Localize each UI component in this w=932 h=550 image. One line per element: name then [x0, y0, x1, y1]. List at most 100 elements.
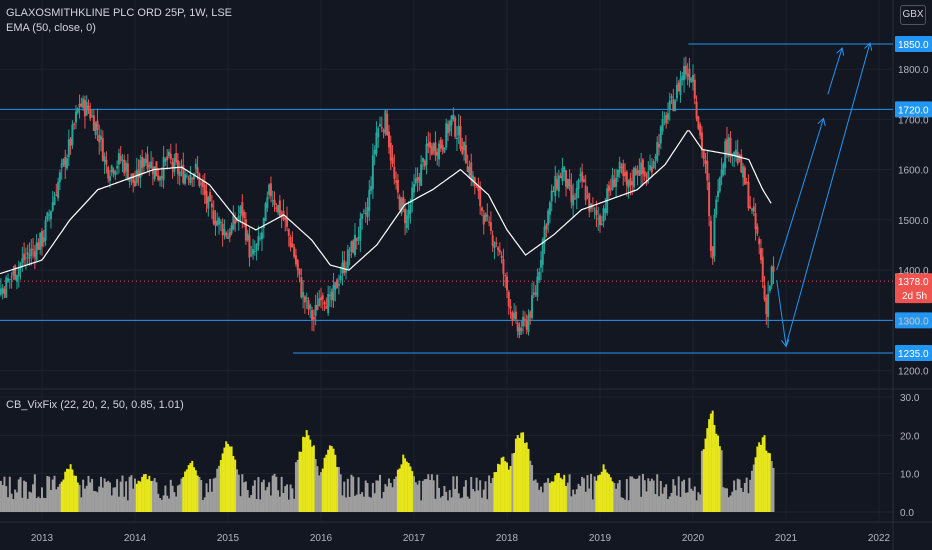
candle-body [536, 276, 539, 297]
candle-body [15, 275, 18, 282]
price-tick-label: 1600.0 [898, 166, 929, 177]
time-axis[interactable]: 2013 2014 2015 2016 2017 2018 2019 2020 2021 2022 [31, 533, 891, 544]
vixfix-bar [736, 478, 739, 512]
candle-body [652, 161, 655, 168]
candle-body [212, 210, 215, 224]
candle-body [638, 170, 641, 177]
candle-body [67, 139, 70, 158]
candle-body [117, 153, 120, 165]
vixfix-bar [593, 476, 596, 512]
candle-body [733, 151, 736, 156]
last-price-tag [895, 273, 932, 304]
vixfix-bar [400, 464, 403, 512]
candle-body [523, 318, 526, 321]
vixfix-bar [128, 476, 131, 512]
candle-body [681, 75, 684, 80]
candle-body [194, 163, 197, 170]
candle-body [148, 164, 151, 167]
candle-body [761, 256, 764, 282]
currency-badge[interactable]: GBX [900, 5, 926, 25]
vixfix-bar [473, 491, 476, 512]
candle-body [768, 285, 771, 291]
vixfix-bar [364, 480, 367, 512]
vixfix-bar [572, 489, 575, 512]
candle-body [302, 292, 305, 298]
vixfix-bar [21, 497, 24, 512]
vixfix-bar [767, 452, 770, 512]
candle-body [620, 166, 623, 168]
candle-body [100, 136, 103, 140]
vixfix-bar [66, 468, 69, 512]
vixfix-bar [271, 475, 274, 512]
vixfix-bar [101, 487, 104, 512]
candle-body [618, 161, 621, 173]
vixfix-bar [321, 468, 324, 512]
candle-body [48, 214, 51, 216]
vixfix-bar [758, 442, 761, 512]
ema-legend[interactable]: EMA (50, close, 0) [6, 22, 96, 34]
level-tag [895, 345, 932, 361]
vixfix-bar [303, 437, 306, 512]
vixfix-bar [718, 446, 721, 512]
vixfix-bar [8, 476, 11, 512]
candle-body [423, 160, 426, 167]
projection-arrow [776, 119, 824, 271]
vixfix-bar [244, 481, 247, 512]
vixfix-bar [484, 481, 487, 512]
candle-body [380, 127, 383, 129]
vixfix-bar [139, 481, 142, 512]
vixfix-bar [78, 485, 81, 512]
candle-body [699, 124, 702, 136]
vixfix-bar [357, 477, 360, 512]
vixfix-bar [277, 490, 280, 512]
vixfix-bar [64, 471, 67, 512]
vixfix-bars [0, 410, 775, 512]
candle-body [355, 237, 358, 241]
vixfix-bar [638, 475, 641, 512]
candle-body [312, 316, 315, 320]
vixfix-bar [661, 493, 664, 512]
candle-body [232, 215, 235, 230]
candle-body [116, 166, 119, 169]
vixfix-bar [309, 439, 312, 512]
candle-body [219, 221, 222, 224]
candle-body [477, 185, 480, 191]
candle-body [123, 159, 126, 174]
candle-body [522, 316, 525, 327]
vixfix-bar [665, 484, 668, 512]
candle-body [128, 177, 131, 182]
candle-body [350, 241, 353, 253]
price-tick-label: 1300.0 [898, 316, 929, 327]
vixfix-bar [582, 478, 585, 512]
vixfix-bar [666, 499, 669, 512]
indicator-legend[interactable]: CB_VixFix (22, 20, 2, 50, 0.85, 1.01) [6, 399, 184, 411]
candle-body [311, 310, 314, 321]
vixfix-bar [404, 458, 407, 512]
level-label: 1850.0 [898, 40, 929, 51]
candle-body [593, 208, 596, 210]
vixfix-bar [413, 476, 415, 512]
candle-body [729, 137, 732, 158]
vixfix-bar [446, 500, 449, 512]
candle-body [554, 175, 557, 197]
candle-body [765, 298, 768, 315]
vixfix-bar [432, 480, 435, 512]
candle-body [595, 209, 598, 215]
price-axis[interactable]: 1200.0 1300.0 1400.0 1500.0 1600.0 1700.0 1800… [898, 65, 929, 519]
vixfix-bar [296, 459, 299, 512]
candle-body [420, 164, 423, 186]
candle-body [23, 253, 26, 261]
price-tick-label: 1500.0 [898, 216, 929, 227]
vixfix-bar [504, 461, 507, 512]
candle-body [527, 315, 530, 332]
vixfix-bar [522, 432, 525, 512]
candle-body [112, 169, 115, 174]
candle-body [366, 207, 369, 217]
vixfix-bar [557, 473, 560, 512]
candle-body [525, 320, 528, 330]
vixfix-bar [679, 496, 682, 512]
vixfix-bar [683, 479, 686, 512]
candle-body [325, 306, 328, 309]
candle-body [198, 173, 201, 187]
